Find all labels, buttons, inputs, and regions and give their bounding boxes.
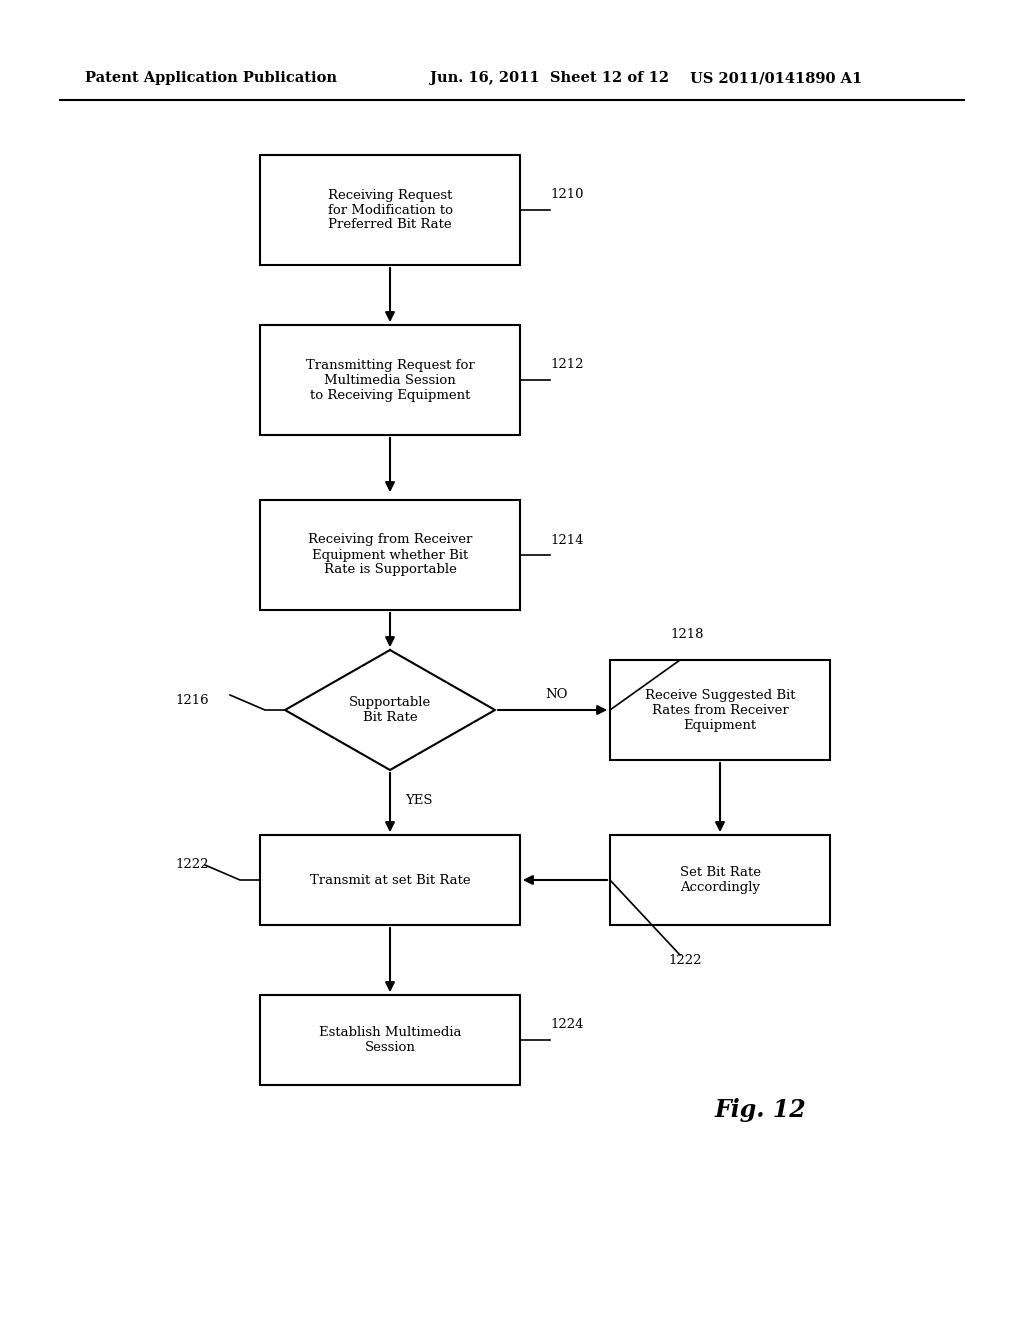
- Bar: [260, 325, 520, 436]
- Text: Establish Multimedia
Session: Establish Multimedia Session: [318, 1026, 461, 1053]
- Bar: [610, 836, 830, 925]
- Text: Receiving from Receiver
Equipment whether Bit
Rate is Supportable: Receiving from Receiver Equipment whethe…: [308, 533, 472, 577]
- Text: 1210: 1210: [550, 189, 584, 202]
- Text: 1224: 1224: [550, 1019, 584, 1031]
- Text: 1218: 1218: [670, 628, 703, 642]
- Text: Fig. 12: Fig. 12: [714, 1098, 806, 1122]
- Bar: [260, 995, 520, 1085]
- Text: Receiving Request
for Modification to
Preferred Bit Rate: Receiving Request for Modification to Pr…: [328, 189, 453, 231]
- Text: Set Bit Rate
Accordingly: Set Bit Rate Accordingly: [680, 866, 761, 894]
- Text: 1214: 1214: [550, 533, 584, 546]
- Text: Jun. 16, 2011  Sheet 12 of 12: Jun. 16, 2011 Sheet 12 of 12: [430, 71, 669, 84]
- Text: YES: YES: [406, 793, 432, 807]
- Text: US 2011/0141890 A1: US 2011/0141890 A1: [690, 71, 862, 84]
- Text: 1212: 1212: [550, 359, 584, 371]
- Text: Transmit at set Bit Rate: Transmit at set Bit Rate: [309, 874, 470, 887]
- Text: 1216: 1216: [175, 693, 209, 706]
- Text: 1222: 1222: [668, 953, 701, 966]
- Text: NO: NO: [545, 689, 567, 701]
- Bar: [260, 836, 520, 925]
- Text: 1222: 1222: [175, 858, 209, 871]
- Bar: [610, 660, 830, 760]
- Polygon shape: [285, 649, 495, 770]
- Text: Receive Suggested Bit
Rates from Receiver
Equipment: Receive Suggested Bit Rates from Receive…: [645, 689, 796, 731]
- Text: Patent Application Publication: Patent Application Publication: [85, 71, 337, 84]
- Text: Supportable
Bit Rate: Supportable Bit Rate: [349, 696, 431, 723]
- Bar: [260, 500, 520, 610]
- Text: Transmitting Request for
Multimedia Session
to Receiving Equipment: Transmitting Request for Multimedia Sess…: [305, 359, 474, 401]
- Bar: [260, 154, 520, 265]
